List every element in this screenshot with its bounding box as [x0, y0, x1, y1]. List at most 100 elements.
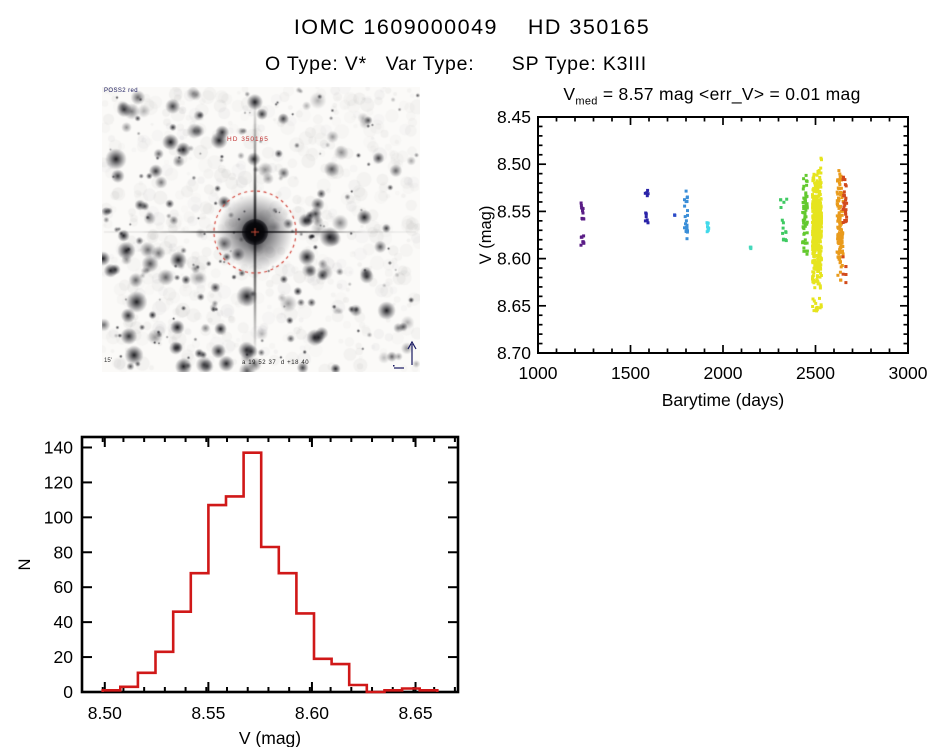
data-point: [844, 265, 848, 269]
data-point: [836, 225, 840, 229]
data-point: [814, 262, 818, 266]
x-axis-title: Barytime (days): [662, 390, 785, 410]
data-point: [684, 219, 688, 223]
data-point: [646, 188, 650, 192]
data-point: [836, 255, 840, 259]
data-point: [811, 277, 814, 281]
data-point: [844, 198, 848, 202]
data-point: [803, 212, 807, 215]
data-point: [816, 275, 819, 279]
data-point: [804, 215, 808, 219]
data-point: [814, 234, 818, 238]
page-title: IOMC 1609000049 HD 350165: [293, 15, 651, 39]
data-point: [814, 225, 818, 229]
data-point: [844, 208, 848, 212]
data-point: [818, 265, 822, 268]
data-point: [816, 231, 820, 235]
data-point: [805, 204, 809, 208]
data-point: [801, 241, 805, 245]
data-point: [818, 225, 822, 229]
data-point: [811, 274, 815, 278]
data-point: [817, 180, 821, 184]
data-point: [839, 260, 842, 264]
data-point: [780, 218, 784, 222]
data-point: [813, 212, 817, 216]
data-point: [816, 190, 819, 194]
data-point: [818, 296, 821, 300]
data-point: [813, 219, 817, 223]
data-point: [779, 206, 783, 209]
data-point: [818, 183, 822, 187]
x-tick-label: 8.60: [295, 703, 329, 723]
data-point: [815, 229, 819, 233]
data-point: [805, 194, 809, 198]
data-point: [705, 230, 709, 234]
data-point: [814, 307, 818, 311]
data-point: [836, 192, 840, 196]
data-point: [841, 199, 845, 203]
data-point: [581, 209, 584, 213]
data-point: [843, 183, 847, 187]
data-point: [816, 268, 820, 272]
y-tick-label: 120: [44, 472, 73, 492]
data-point: [814, 244, 818, 248]
data-point: [813, 181, 817, 185]
data-point: [645, 218, 649, 222]
data-point: [815, 238, 819, 242]
data-point: [804, 208, 808, 212]
x-axis-title: V (mag): [239, 728, 301, 747]
data-point: [802, 249, 806, 253]
data-point: [813, 253, 817, 257]
data-point: [811, 179, 815, 183]
data-point: [785, 197, 789, 201]
data-point: [838, 183, 842, 187]
compass-north-arrowhead: [407, 340, 417, 350]
scale-annotation: 15': [104, 358, 112, 364]
data-point: [805, 249, 809, 253]
x-tick-label: 8.65: [399, 703, 433, 723]
data-point: [836, 219, 840, 223]
y-tick-label: 140: [44, 437, 73, 457]
data-point: [816, 256, 820, 260]
data-point: [706, 228, 710, 232]
y-tick-label: 8.65: [497, 296, 531, 316]
data-point: [838, 248, 842, 252]
data-point: [814, 197, 818, 200]
y-axis-title: V (mag): [477, 206, 495, 265]
data-point: [581, 211, 585, 215]
data-point: [819, 267, 823, 271]
data-point: [686, 209, 689, 213]
data-point: [838, 255, 842, 259]
data-point: [841, 249, 844, 253]
data-point: [646, 192, 650, 196]
data-point: [839, 186, 843, 190]
data-point: [804, 199, 807, 203]
lightcurve-title-sub: med: [575, 95, 598, 108]
data-point: [811, 297, 815, 301]
data-point: [845, 201, 849, 205]
data-point: [811, 193, 814, 197]
data-point: [683, 204, 687, 208]
data-point: [817, 198, 821, 202]
survey-label: POSS2 red: [104, 88, 138, 94]
data-point: [811, 209, 815, 213]
data-point: [812, 215, 816, 219]
data-point: [805, 252, 809, 256]
data-point: [683, 226, 686, 230]
data-point: [781, 231, 785, 235]
data-point: [842, 190, 846, 194]
data-point: [838, 172, 842, 176]
data-point: [781, 221, 785, 225]
data-point: [817, 237, 821, 241]
data-point: [802, 207, 806, 210]
data-point: [579, 243, 583, 247]
data-point: [838, 214, 842, 218]
y-tick-label: 8.60: [497, 249, 531, 269]
data-point: [812, 271, 816, 275]
data-point: [802, 204, 806, 208]
data-point: [782, 200, 786, 204]
data-point: [813, 250, 817, 254]
y-tick-label: 40: [54, 612, 74, 632]
data-point: [819, 216, 823, 220]
